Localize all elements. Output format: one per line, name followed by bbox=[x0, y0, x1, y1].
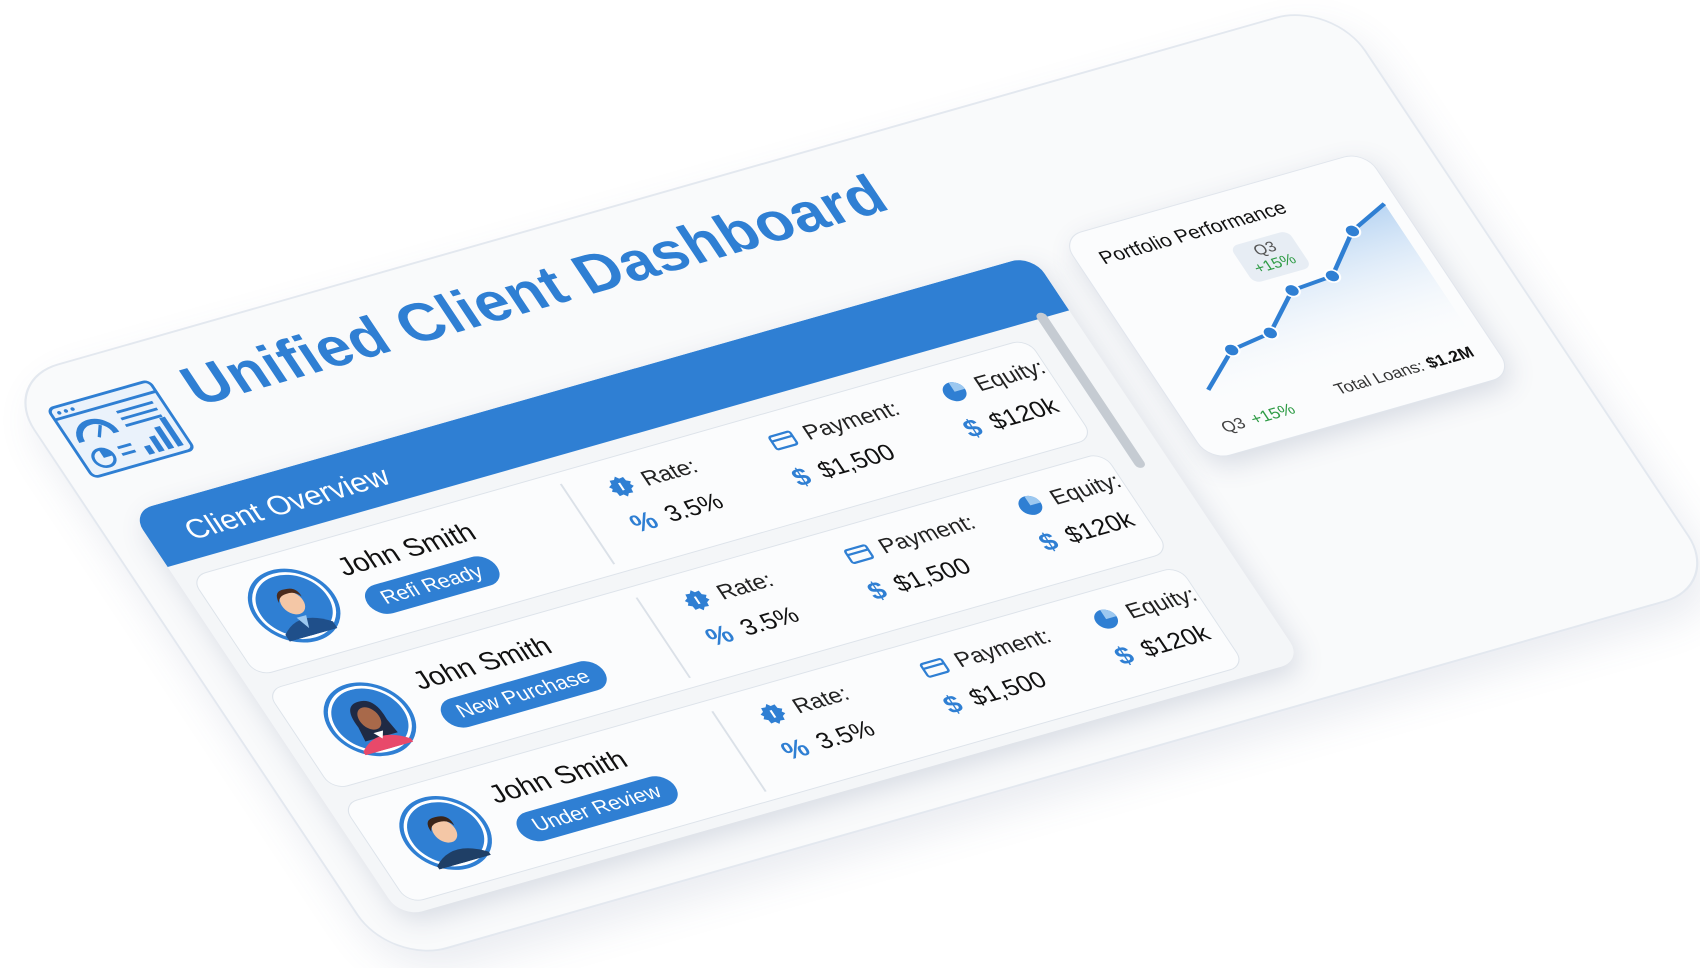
equity-label: Equity: bbox=[968, 354, 1051, 396]
rate-stat: Rate: % 3.5% bbox=[677, 567, 806, 652]
payment-stat: Payment: $ $1,500 bbox=[915, 624, 1082, 720]
payment-stat: Payment: $ $1,500 bbox=[839, 510, 1006, 606]
dollar-icon: $ bbox=[937, 689, 969, 720]
equity-stat: Equity: $ $120k bbox=[1010, 468, 1151, 557]
dollar-icon: $ bbox=[1033, 527, 1065, 557]
equity-value: $120k bbox=[1135, 620, 1216, 663]
avatar bbox=[230, 559, 358, 653]
performance-chart bbox=[1206, 202, 1475, 411]
chart-area bbox=[1208, 203, 1475, 411]
client-row[interactable]: John Smith Refi Ready Rate: % 3.5% Paymen… bbox=[189, 338, 1095, 677]
credit-card-icon bbox=[919, 657, 950, 678]
client-row[interactable]: John Smith New Purchase Rate: % 3.5% Paym… bbox=[265, 451, 1171, 791]
chart-point[interactable] bbox=[1281, 283, 1302, 298]
payment-stat: Payment: $ $1,500 bbox=[763, 396, 930, 492]
chart-point[interactable] bbox=[1342, 223, 1363, 238]
equity-stat: Equity: $ $120k bbox=[934, 355, 1075, 444]
divider bbox=[559, 483, 615, 565]
credit-card-icon bbox=[843, 543, 874, 564]
rate-value: 3.5% bbox=[734, 601, 805, 641]
rate-stat: Rate: % 3.5% bbox=[753, 681, 882, 766]
equity-value: $120k bbox=[983, 392, 1065, 435]
chart-point[interactable] bbox=[1322, 268, 1343, 283]
equity-stat: Equity: $ $120k bbox=[1086, 582, 1227, 671]
rate-stat: Rate: % 3.5% bbox=[601, 453, 730, 538]
dashboard-icon bbox=[48, 380, 194, 478]
rate-label: Rate: bbox=[711, 567, 779, 605]
equity-value: $120k bbox=[1059, 506, 1140, 549]
avatar bbox=[306, 672, 434, 766]
chart-point[interactable] bbox=[1260, 325, 1281, 340]
rate-value: 3.5% bbox=[810, 715, 881, 755]
avatar bbox=[382, 786, 510, 880]
rate-badge-icon bbox=[684, 589, 710, 610]
chart-point[interactable] bbox=[1221, 342, 1242, 358]
divider bbox=[711, 711, 767, 792]
percent-icon: % bbox=[699, 619, 740, 652]
pie-chart-icon bbox=[1093, 609, 1118, 629]
payment-value: $1,500 bbox=[887, 553, 977, 598]
percent-icon: % bbox=[624, 506, 664, 538]
credit-card-icon bbox=[768, 430, 798, 450]
dollar-icon: $ bbox=[957, 413, 989, 443]
dollar-icon: $ bbox=[861, 576, 893, 606]
rate-value: 3.5% bbox=[658, 488, 729, 528]
pie-chart-icon bbox=[942, 381, 967, 401]
rate-badge-icon bbox=[760, 703, 785, 724]
divider bbox=[635, 597, 691, 679]
rate-label: Rate: bbox=[635, 453, 703, 491]
portfolio-performance-card: Portfolio Performance Q3 +15% Q3+15% Tot… bbox=[1060, 150, 1515, 462]
pie-chart-icon bbox=[1018, 495, 1043, 515]
percent-icon: % bbox=[775, 733, 816, 766]
payment-value: $1,500 bbox=[812, 439, 901, 484]
dollar-icon: $ bbox=[1108, 641, 1140, 671]
rate-label: Rate: bbox=[787, 681, 854, 718]
payment-value: $1,500 bbox=[963, 666, 1053, 711]
client-overview-panel: Client Overview John Smith Refi Ready Ra… bbox=[130, 255, 1303, 918]
dollar-icon: $ bbox=[785, 462, 817, 492]
rate-badge-icon bbox=[608, 476, 634, 497]
client-row[interactable]: John Smith Under Review Rate: % 3.5% Paym… bbox=[341, 565, 1246, 905]
equity-label: Equity: bbox=[1120, 582, 1202, 623]
equity-label: Equity: bbox=[1044, 468, 1126, 510]
